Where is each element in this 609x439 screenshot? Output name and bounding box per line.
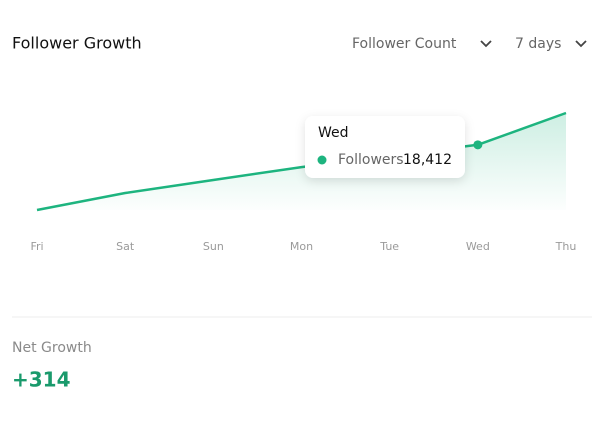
summary-value: +314 — [12, 368, 71, 392]
x-tick-label: Tue — [379, 240, 399, 253]
chevron — [480, 40, 492, 48]
metric-dropdown[interactable]: Follower Count — [352, 36, 492, 52]
range-dropdown[interactable]: 7 days — [515, 36, 587, 52]
tooltip-dot — [317, 155, 327, 165]
tooltip-label: Followers — [338, 152, 404, 168]
title: Follower Growth — [12, 34, 142, 53]
chevron — [575, 40, 587, 48]
highlight-point — [473, 140, 483, 150]
plot: Fri Sat Sun Mon Tue Wed Thu — [30, 111, 577, 253]
dropdown-label: Follower Count — [352, 36, 457, 52]
tooltip-title: Wed — [318, 125, 349, 141]
x-tick-label: Thu — [555, 240, 577, 253]
x-tick-label: Wed — [466, 240, 490, 253]
tooltip-value: 18,412 — [403, 152, 452, 168]
tooltip: Wed Followers 18,412 — [305, 116, 465, 178]
tooltip-box — [305, 116, 465, 178]
summary-label: Net Growth — [12, 340, 92, 356]
x-tick-label: Mon — [290, 240, 313, 253]
x-tick-label: Fri — [30, 240, 43, 253]
x-tick-label: Sat — [116, 240, 135, 253]
area — [37, 113, 566, 210]
dropdown-label: 7 days — [515, 36, 561, 52]
x-tick-label: Sun — [203, 240, 224, 253]
